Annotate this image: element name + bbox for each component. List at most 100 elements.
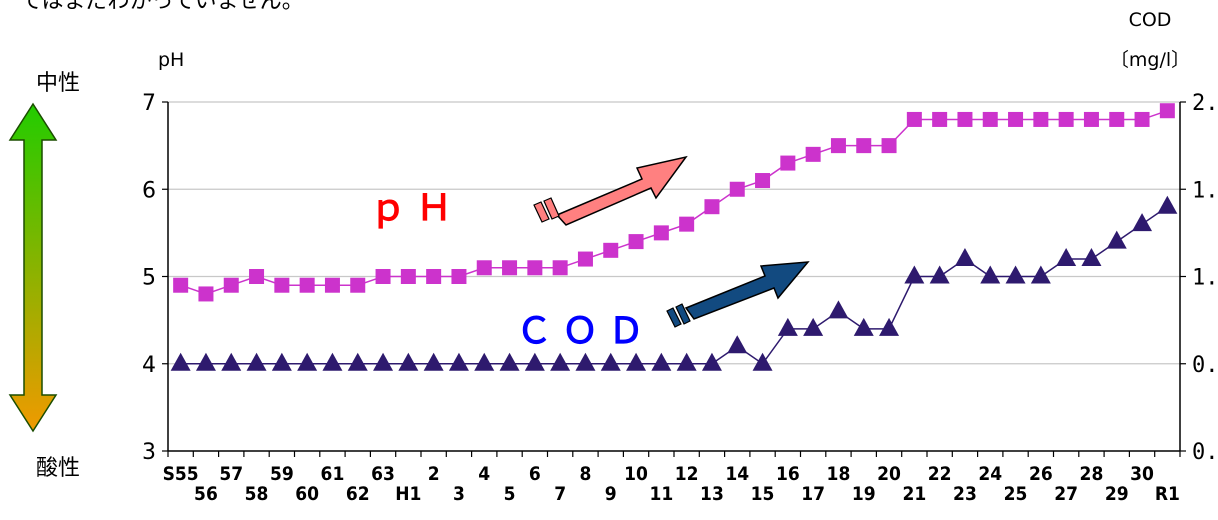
cod-data-point [423,352,444,371]
cod-data-point [1106,230,1127,249]
ph-data-point [830,138,846,154]
cod-trend-arrow [666,261,810,328]
ph-data-point [805,146,821,162]
x-tick-label: 16 [776,463,800,485]
x-tick-label: 63 [371,463,395,485]
top-text-fragment: てはまだわかっていません。 [20,0,304,14]
x-tick-label: 30 [1130,463,1154,485]
y-tick-label: 5 [142,266,156,291]
cod-data-point [1081,248,1102,267]
x-tick-label: 3 [453,483,465,505]
y-axis-title: pH [158,49,184,71]
x-tick-label: 28 [1080,463,1104,485]
x-tick-label: 61 [321,463,345,485]
ph-data-point [1134,111,1150,127]
ph-data-point [400,269,416,284]
x-tick-label: 57 [219,463,243,485]
cod-data-point [499,352,520,371]
x-tick-label: 21 [902,483,926,505]
ph-data-point [906,111,922,127]
cod-series-label: ＣＯＤ [516,311,654,352]
ph-data-point [982,111,998,127]
cod-data-point [1030,265,1051,284]
x-tick-label: 22 [928,463,952,485]
ph-data-point [426,269,442,284]
x-tick-label: 14 [725,463,749,485]
x-tick-label: 9 [605,483,617,505]
x-tick-label: 19 [852,483,876,505]
ph-data-point [577,251,593,267]
ph-data-point [1083,111,1099,127]
ph-data-point [502,260,518,276]
x-tick-label: 5 [504,483,516,505]
y2-tick-label: 2.0 [1192,91,1218,116]
cod-data-point [246,352,267,371]
y2-axis-ticks: 0.0 0.5 1.0 1.5 2.0 [1180,91,1218,465]
ph-data-point [653,225,669,241]
ph-data-point [780,155,796,171]
ph-data-point [324,277,340,293]
cod-data-point [904,265,925,284]
cod-data-point [803,317,824,336]
x-tick-label: 11 [649,483,673,505]
x-tick-label: 13 [700,483,724,505]
ph-data-point [173,277,189,293]
cod-data-point [828,300,849,319]
cod-data-point [777,317,798,336]
ph-data-point [603,242,619,258]
x-tick-label: 58 [245,483,269,505]
ph-data-point [1109,111,1125,127]
y2-axis-title-line2: 〔mg/l〕 [1110,49,1190,71]
ph-data-point [1008,111,1024,127]
y2-axis-title-line1: COD [1129,9,1172,31]
cod-data-point [474,352,495,371]
ph-data-point [274,277,290,293]
x-tick-label: 10 [624,463,648,485]
x-tick-label: 56 [194,483,218,505]
x-tick-label: 59 [270,463,294,485]
cod-data-point [398,352,419,371]
cod-data-point [297,352,318,371]
ph-series [173,103,1175,302]
ph-data-point [729,181,745,197]
ph-data-point [1033,111,1049,127]
ph-data-point [249,269,265,284]
y2-tick-label: 0.0 [1192,440,1218,465]
x-tick-label: 8 [579,463,591,485]
ph-data-point [704,199,720,215]
cod-data-point [980,265,1001,284]
x-tick-label: 25 [1004,483,1028,505]
y-tick-label: 4 [142,353,156,378]
x-tick-label: S55 [163,463,199,485]
ph-data-point [552,260,568,276]
ph-data-point [198,286,214,302]
ph-data-point [856,138,872,154]
ph-trend-arrow [533,155,688,226]
y-tick-label: 6 [142,178,156,203]
x-tick-label: R1 [1155,483,1180,505]
y-tick-label: 3 [142,440,156,465]
ph-data-point [350,277,366,293]
cod-data-point [271,352,292,371]
ph-data-point [755,173,771,189]
cod-data-point [373,352,394,371]
cod-data-point [651,352,672,371]
ph-data-point [932,111,948,127]
cod-data-point [954,248,975,267]
cod-data-point [701,352,722,371]
ph-data-point [957,111,973,127]
x-tick-label: 12 [675,463,699,485]
cod-data-point [676,352,697,371]
x-tick-label: 7 [554,483,566,505]
ph-data-point [1159,103,1175,119]
ph-data-point [476,260,492,276]
cod-data-point [1056,248,1077,267]
x-tick-label: 6 [529,463,541,485]
x-axis-ticks: S555657585960616263H12345678910111213141… [163,451,1181,505]
cod-data-point [575,352,596,371]
ph-data-point [299,277,315,293]
neutral-label: 中性 [36,71,80,96]
x-tick-label: 27 [1054,483,1078,505]
series-line [180,110,1168,295]
x-tick-label: 23 [953,483,977,505]
